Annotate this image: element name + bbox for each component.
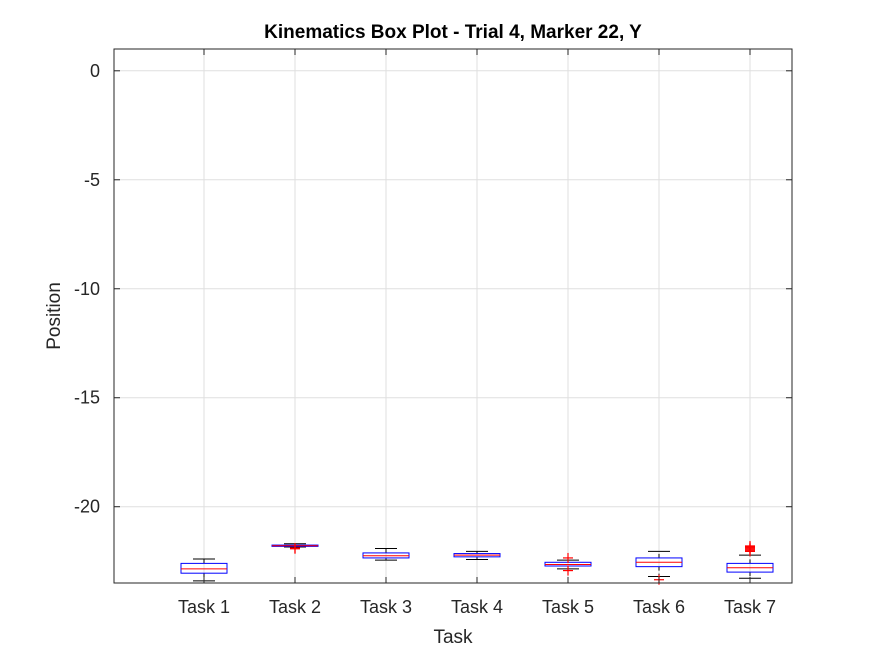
y-tick-label: -15 (74, 388, 100, 408)
x-tick-label: Task 2 (269, 597, 321, 617)
y-tick-label: -5 (84, 170, 100, 190)
plot-frame (113, 48, 793, 584)
y-tick-label: 0 (90, 61, 100, 81)
chart-title: Kinematics Box Plot - Trial 4, Marker 22… (264, 22, 642, 43)
outlier-marker (745, 546, 755, 557)
y-axis-label: Position (44, 282, 65, 350)
box-2 (271, 543, 319, 554)
outlier-marker (563, 552, 573, 563)
y-tick-label: -10 (74, 279, 100, 299)
x-axis-label: Task (433, 627, 473, 648)
box-series (180, 540, 774, 585)
box-3 (362, 548, 410, 561)
x-tick-label: Task 4 (451, 597, 503, 617)
x-tick-label: Task 6 (633, 597, 685, 617)
grid (114, 49, 792, 583)
outlier-marker (563, 565, 573, 576)
outlier-marker (290, 543, 300, 554)
axis-ticks: 0 -5 -10 -15 -20 Task 1 Task 2 Task 3 Task 4 Task… (74, 49, 792, 617)
box-iqr (180, 562, 228, 574)
x-tick-label: Task 1 (178, 597, 230, 617)
y-tick-label: -20 (74, 497, 100, 517)
box-4 (453, 550, 501, 560)
box-7 (726, 540, 774, 579)
x-tick-label: Task 7 (724, 597, 776, 617)
x-tick-label: Task 3 (360, 597, 412, 617)
x-tick-label: Task 5 (542, 597, 594, 617)
box-5 (544, 552, 592, 576)
